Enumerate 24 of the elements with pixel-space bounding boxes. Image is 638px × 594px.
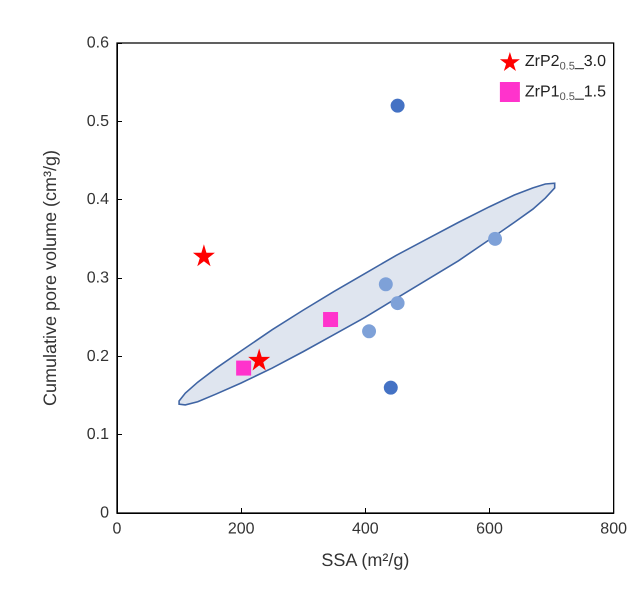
point (248, 348, 270, 370)
y-tick-label: 0.1 (86, 426, 110, 444)
point (488, 232, 502, 246)
point (384, 380, 398, 395)
x-tick-label: 800 (600, 520, 628, 538)
point (236, 360, 252, 376)
point (323, 312, 338, 328)
y-tick-label: 0 (100, 504, 110, 522)
point (362, 324, 376, 338)
x-tick-label: 0 (112, 520, 122, 538)
point (378, 277, 393, 292)
y-tick-label: 0.4 (86, 191, 110, 208)
x-tick-label: 600 (476, 520, 503, 538)
x-tick-label: 400 (352, 520, 379, 538)
y-tick-label: 0.5 (86, 112, 110, 130)
y-axis-title: Cumulative pore volume (cm³/g) (40, 150, 60, 406)
x-tick-label: 200 (228, 520, 255, 538)
x-axis-title: SSA (m²/g) (321, 550, 410, 570)
y-tick-label: 0.3 (86, 270, 110, 286)
point (390, 296, 405, 310)
y-tick-label: 0.6 (86, 34, 110, 52)
point (192, 244, 215, 266)
point (390, 98, 405, 113)
y-tick-label: 0.2 (86, 348, 110, 365)
